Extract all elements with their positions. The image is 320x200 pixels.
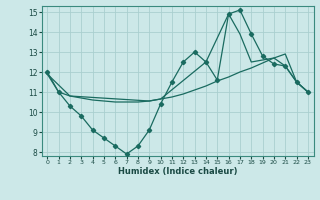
- X-axis label: Humidex (Indice chaleur): Humidex (Indice chaleur): [118, 167, 237, 176]
